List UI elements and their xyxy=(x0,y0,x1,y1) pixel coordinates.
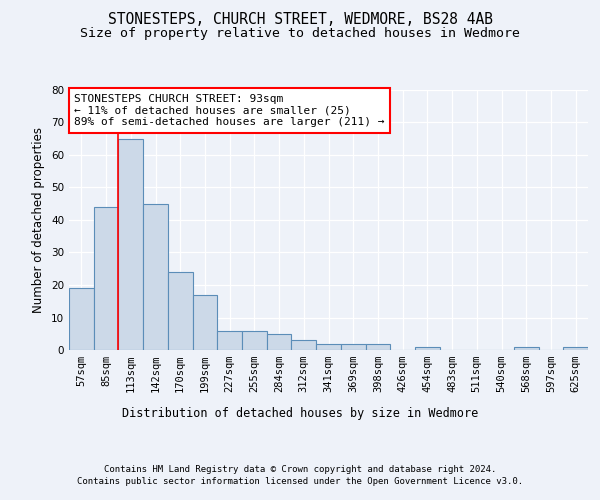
Bar xyxy=(193,294,217,350)
Text: Size of property relative to detached houses in Wedmore: Size of property relative to detached ho… xyxy=(80,28,520,40)
Bar xyxy=(514,347,539,350)
Bar xyxy=(118,138,143,350)
Bar xyxy=(168,272,193,350)
Bar xyxy=(69,288,94,350)
Y-axis label: Number of detached properties: Number of detached properties xyxy=(32,127,46,313)
Bar xyxy=(242,330,267,350)
Text: STONESTEPS, CHURCH STREET, WEDMORE, BS28 4AB: STONESTEPS, CHURCH STREET, WEDMORE, BS28… xyxy=(107,12,493,28)
Bar xyxy=(94,207,118,350)
Bar xyxy=(316,344,341,350)
Text: Distribution of detached houses by size in Wedmore: Distribution of detached houses by size … xyxy=(122,408,478,420)
Text: Contains public sector information licensed under the Open Government Licence v3: Contains public sector information licen… xyxy=(77,478,523,486)
Bar xyxy=(292,340,316,350)
Bar xyxy=(143,204,168,350)
Bar xyxy=(415,347,440,350)
Bar xyxy=(267,334,292,350)
Bar xyxy=(563,347,588,350)
Text: Contains HM Land Registry data © Crown copyright and database right 2024.: Contains HM Land Registry data © Crown c… xyxy=(104,465,496,474)
Text: STONESTEPS CHURCH STREET: 93sqm
← 11% of detached houses are smaller (25)
89% of: STONESTEPS CHURCH STREET: 93sqm ← 11% of… xyxy=(74,94,385,127)
Bar xyxy=(365,344,390,350)
Bar xyxy=(217,330,242,350)
Bar xyxy=(341,344,365,350)
